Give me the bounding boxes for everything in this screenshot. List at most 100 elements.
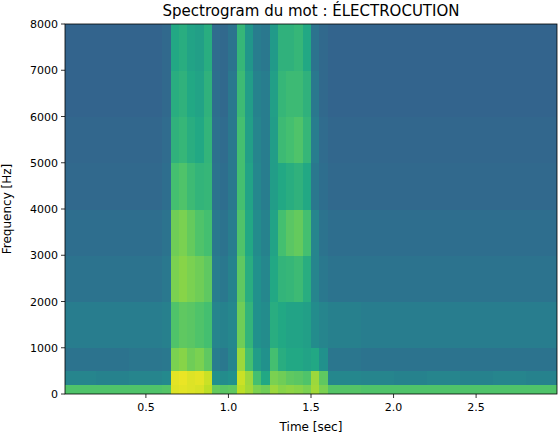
cell: [253, 348, 262, 372]
cell: [212, 371, 221, 385]
cell: [179, 163, 188, 210]
cell: [526, 385, 557, 394]
cell: [195, 70, 204, 117]
cell: [526, 24, 557, 71]
cell: [493, 117, 527, 164]
cell: [129, 163, 163, 210]
cell: [179, 70, 188, 117]
cell: [394, 209, 428, 256]
cell: [303, 163, 312, 210]
cell: [460, 70, 494, 117]
cell: [253, 24, 262, 71]
cell: [303, 385, 312, 394]
x-tick: [311, 394, 312, 398]
cell: [253, 117, 262, 164]
cell: [65, 70, 97, 117]
cell: [328, 255, 362, 302]
cell: [278, 209, 287, 256]
cell: [162, 371, 171, 385]
cell: [162, 348, 171, 372]
cell: [129, 302, 163, 349]
x-tick: [145, 394, 146, 398]
cell: [171, 70, 180, 117]
cell: [427, 371, 461, 385]
cell: [278, 255, 287, 302]
y-tick: [61, 116, 65, 117]
cell: [129, 385, 163, 394]
cell: [204, 255, 213, 302]
cell: [270, 24, 279, 71]
cell: [96, 348, 130, 372]
cell: [319, 117, 328, 164]
cell: [361, 117, 395, 164]
cell: [96, 163, 130, 210]
cell: [162, 255, 171, 302]
cell: [237, 385, 246, 394]
cell: [179, 117, 188, 164]
cell: [228, 24, 237, 71]
cell: [65, 117, 97, 164]
cell: [261, 209, 270, 256]
cell: [179, 371, 188, 385]
cell: [526, 163, 557, 210]
cell: [394, 371, 428, 385]
cell: [245, 163, 254, 210]
cell: [361, 70, 395, 117]
cell: [253, 70, 262, 117]
cell: [204, 163, 213, 210]
cell: [493, 348, 527, 372]
cell: [394, 70, 428, 117]
y-tick-label: 1000: [30, 342, 58, 355]
cell: [311, 24, 320, 71]
cell: [162, 24, 171, 71]
cell: [311, 163, 320, 210]
cell: [228, 117, 237, 164]
cell: [245, 255, 254, 302]
y-tick: [61, 347, 65, 348]
cell: [261, 385, 270, 394]
cell: [427, 209, 461, 256]
cell: [129, 255, 163, 302]
cell: [460, 255, 494, 302]
cell: [96, 255, 130, 302]
cell: [220, 348, 229, 372]
cell: [179, 385, 188, 394]
cell: [171, 385, 180, 394]
cell: [212, 209, 221, 256]
cell: [245, 209, 254, 256]
cell: [195, 209, 204, 256]
cell: [237, 24, 246, 71]
cell: [237, 371, 246, 385]
cell: [228, 163, 237, 210]
cell: [270, 70, 279, 117]
cell: [270, 163, 279, 210]
y-tick-label: 7000: [30, 64, 58, 77]
cell: [212, 255, 221, 302]
cell: [328, 209, 362, 256]
cell: [220, 70, 229, 117]
cell: [220, 163, 229, 210]
cell: [220, 385, 229, 394]
cell: [394, 117, 428, 164]
y-axis-label: Frequency [Hz]: [0, 164, 14, 255]
cell: [179, 209, 188, 256]
cell: [278, 302, 287, 349]
cell: [171, 255, 180, 302]
cell: [179, 348, 188, 372]
cell: [204, 24, 213, 71]
cell: [245, 117, 254, 164]
cell: [526, 348, 557, 372]
cell: [278, 70, 287, 117]
cell: [204, 70, 213, 117]
cell: [319, 255, 328, 302]
cell: [328, 348, 362, 372]
cell: [427, 117, 461, 164]
cell: [253, 371, 262, 385]
cell: [286, 385, 295, 394]
cell: [220, 209, 229, 256]
cell: [228, 255, 237, 302]
y-tick-label: 4000: [30, 203, 58, 216]
cell: [253, 385, 262, 394]
cell: [361, 385, 395, 394]
cell: [228, 385, 237, 394]
